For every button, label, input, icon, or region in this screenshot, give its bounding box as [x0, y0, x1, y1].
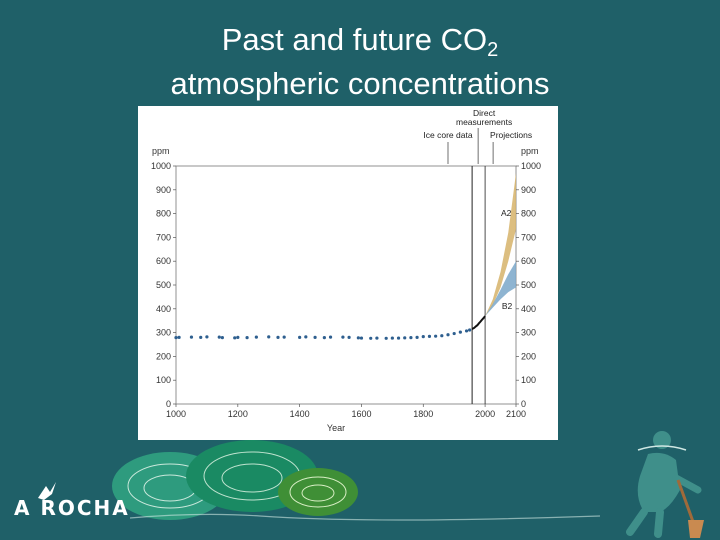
- annotation-direct-1: Direct: [473, 108, 496, 118]
- ice-core-point: [217, 335, 221, 339]
- ice-core-point: [403, 336, 407, 340]
- slide-title: Past and future CO2 atmospheric concentr…: [0, 18, 720, 106]
- ice-core-point: [298, 335, 302, 339]
- ice-core-point: [415, 335, 419, 339]
- x-tick-label: 2100: [506, 409, 526, 419]
- ice-core-point: [396, 336, 401, 340]
- y-tick-label-right: 500: [521, 280, 536, 290]
- ice-core-point: [434, 334, 438, 338]
- ice-core-point: [245, 335, 249, 340]
- annotation-projections: Projections: [490, 130, 532, 140]
- ice-core-point: [341, 335, 345, 339]
- y-tick-label-right: 800: [521, 209, 536, 219]
- ice-core-point: [236, 335, 240, 339]
- ice-core-point: [375, 336, 379, 340]
- ice-core-point: [409, 335, 413, 340]
- ice-core-point: [233, 336, 237, 340]
- ice-core-point: [220, 335, 224, 340]
- gardener-figure-icon: [626, 431, 704, 538]
- ice-core-point: [328, 335, 333, 339]
- x-tick-label: 1800: [413, 409, 433, 419]
- co2-chart: 0 0 100 100 200 200 300 300 400 400 500 500 600 600 70…: [151, 108, 541, 433]
- ice-core-point: [468, 328, 472, 332]
- ice-core-point: [199, 335, 203, 339]
- ice-core-point: [347, 335, 351, 339]
- y-tick-label-right: 700: [521, 232, 536, 242]
- ice-core-point: [282, 335, 286, 339]
- ice-core-point: [267, 335, 271, 339]
- annotation-b2: B2: [502, 301, 513, 311]
- ice-core-point: [427, 334, 432, 339]
- decorative-circles: [38, 440, 600, 521]
- y-tick-label-right: 100: [521, 375, 536, 385]
- annotation-a2: A2: [501, 208, 512, 218]
- y-tick-label-left: 100: [156, 375, 171, 385]
- title-main: Past and future CO: [221, 22, 488, 57]
- x-tick-label: 1000: [166, 409, 186, 419]
- ripple-right: [278, 468, 358, 516]
- ice-core-point: [464, 329, 469, 333]
- ground-line: [129, 513, 600, 521]
- y-axis-unit-right: ppm: [521, 146, 539, 156]
- y-tick-label-left: 800: [156, 209, 171, 219]
- ice-core-point: [304, 335, 308, 339]
- ice-core-point: [177, 335, 181, 339]
- annotation-direct-2: measurements: [456, 117, 512, 127]
- x-tick-label: 1400: [290, 409, 310, 419]
- x-tick-label: 1600: [351, 409, 371, 419]
- ice-core-point: [458, 330, 462, 334]
- ice-core-point: [384, 336, 388, 340]
- y-tick-label-left: 500: [156, 280, 171, 290]
- ice-core-point: [189, 335, 194, 339]
- y-tick-label-right: 0: [521, 399, 526, 409]
- x-axis-label: Year: [327, 423, 345, 433]
- b2-projection-band: [485, 261, 516, 317]
- a-rocha-logo-text: A ROCHA: [14, 496, 130, 520]
- title-line-2: atmospheric concentrations: [170, 66, 550, 101]
- y-tick-label-right: 300: [521, 328, 536, 338]
- ice-core-point: [322, 335, 326, 340]
- ice-core-point: [452, 331, 456, 336]
- y-axis-unit-left: ppm: [152, 146, 170, 156]
- y-tick-label-left: 300: [156, 328, 171, 338]
- title-line-1: Past and future CO2: [0, 18, 720, 62]
- ice-core-point: [421, 335, 425, 339]
- ice-core-point: [440, 334, 444, 338]
- plot-frame: [175, 165, 517, 405]
- y-tick-label-left: 700: [156, 232, 171, 242]
- ice-core-point: [390, 336, 394, 340]
- y-tick-label-right: 900: [521, 185, 536, 195]
- direct-measurement-line: [471, 315, 486, 330]
- x-tick-label: 1200: [228, 409, 248, 419]
- ice-core-point: [276, 335, 280, 339]
- bird-icon: [38, 482, 56, 500]
- y-tick-label-left: 1000: [151, 161, 171, 171]
- ice-core-point: [205, 335, 209, 339]
- ice-core-point: [174, 335, 178, 340]
- a2-projection-band: [485, 173, 516, 317]
- y-tick-label-left: 0: [166, 399, 171, 409]
- y-tick-label-right: 200: [521, 351, 536, 361]
- ice-core-point: [356, 336, 360, 340]
- title-subscript: 2: [487, 39, 499, 61]
- y-tick-label-left: 600: [156, 256, 171, 266]
- y-tick-label-right: 1000: [521, 161, 541, 171]
- y-tick-label-right: 400: [521, 304, 536, 314]
- ice-core-point: [446, 333, 450, 337]
- y-tick-label-left: 900: [156, 185, 171, 195]
- ice-core-point: [369, 336, 373, 340]
- ice-core-point: [359, 336, 364, 340]
- x-tick-label: 2000: [475, 409, 495, 419]
- y-tick-label-left: 400: [156, 304, 171, 314]
- annotation-ice-core: Ice core data: [423, 130, 472, 140]
- ice-core-point: [313, 335, 317, 339]
- y-tick-label-left: 200: [156, 351, 171, 361]
- ice-core-point: [254, 335, 258, 339]
- y-tick-label-right: 600: [521, 256, 536, 266]
- chart-panel: 0 0 100 100 200 200 300 300 400 400 500 500 600 600 70…: [138, 106, 558, 440]
